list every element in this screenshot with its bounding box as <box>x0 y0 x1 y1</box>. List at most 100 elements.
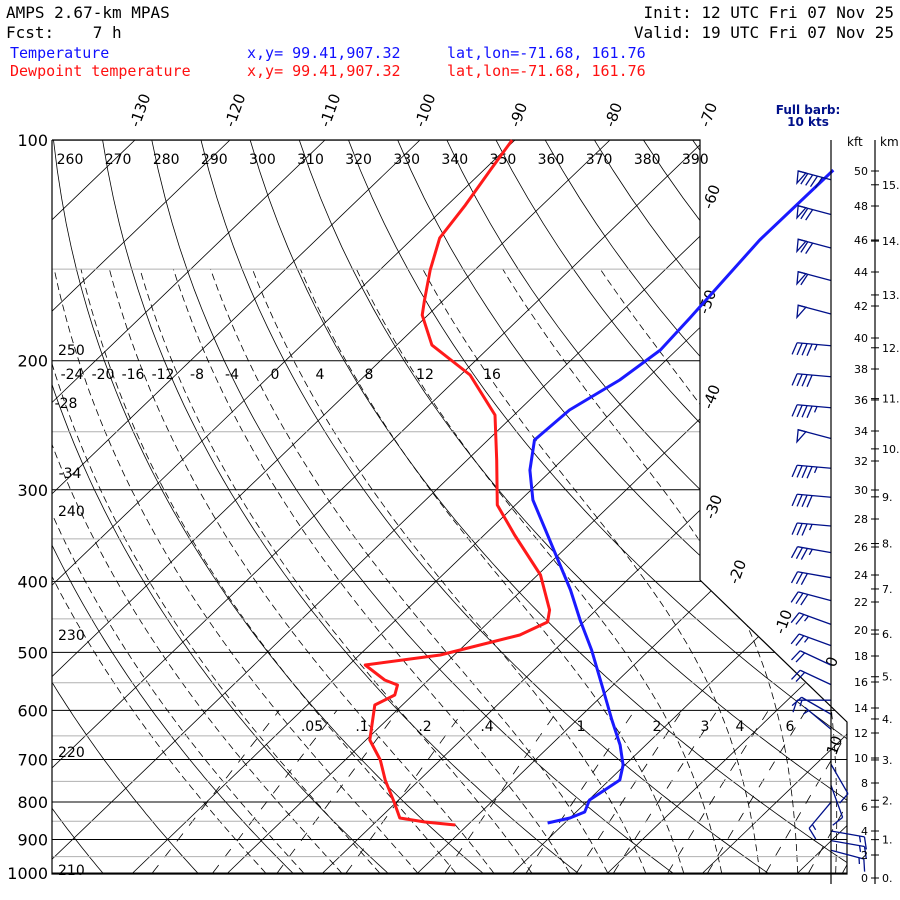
theta-label: 310 <box>297 152 324 168</box>
km-tick-label: 3. <box>882 754 893 767</box>
barb-shaft <box>830 830 865 838</box>
pressure-tick-label: 600 <box>17 701 48 720</box>
dewpoint-line <box>363 139 552 827</box>
theta-label: 380 <box>634 152 661 168</box>
isotherm-label: 10 <box>823 733 846 757</box>
theta-w-label: 12 <box>416 367 434 383</box>
barb-half-feather <box>808 524 813 531</box>
dry-adiabat-line <box>692 140 847 874</box>
barb-feather <box>791 404 798 417</box>
barb-feather <box>791 522 798 535</box>
km-tick-label: 11. <box>882 393 900 406</box>
barb-feather <box>796 465 803 478</box>
wind-barb <box>791 669 832 686</box>
barb-shaft <box>830 785 844 818</box>
mixing-ratio-label: 1 <box>577 719 586 735</box>
barb-feather <box>795 671 806 682</box>
barb-feather <box>806 405 813 418</box>
wind-barb <box>796 170 832 189</box>
barb-half-feather <box>858 835 862 843</box>
isotherm-line <box>226 140 847 874</box>
barb-shaft <box>799 669 832 686</box>
barb-shaft <box>797 522 832 527</box>
barb-shaft <box>797 571 832 579</box>
barb-half-feather <box>804 636 809 643</box>
pressure-tick-label: 500 <box>17 643 48 662</box>
pressure-tick-label: 200 <box>17 352 48 371</box>
temperature-line <box>528 169 835 825</box>
wind-barb <box>830 785 844 826</box>
theta-w-label: 16 <box>483 367 501 383</box>
barb-feather <box>809 175 819 188</box>
barb-half-feather <box>808 548 813 556</box>
moist-adiabat-line <box>422 268 761 874</box>
mixing-ratio-line <box>151 710 280 874</box>
kft-tick-label: 2 <box>861 849 868 862</box>
plot-frame <box>51 139 848 875</box>
theta-w-label: -8 <box>190 367 204 383</box>
moist-adiabat-line <box>52 269 342 874</box>
kft-tick-label: 8 <box>861 777 868 790</box>
barb-feather <box>805 209 814 221</box>
kft-tick-label: 6 <box>861 801 868 814</box>
theta-label: 260 <box>57 152 84 168</box>
kft-axis-title: kft <box>847 135 863 149</box>
wind-barb <box>791 404 832 418</box>
wind-barb <box>796 238 832 254</box>
km-tick-label: 7. <box>882 583 893 596</box>
kft-tick-label: 32 <box>854 455 868 468</box>
theta-w-label: -20 <box>92 367 115 383</box>
wind-barbs <box>790 170 867 872</box>
moist-adiabat-line <box>173 268 571 874</box>
dry-adiabat-line <box>200 140 769 874</box>
moist-adiabat-line <box>300 268 685 874</box>
km-tick-label: 10. <box>882 443 900 456</box>
barb-feather <box>800 594 809 606</box>
barb-feather <box>795 614 805 625</box>
barb-feather <box>806 495 813 508</box>
km-tick-label: 5. <box>882 671 893 684</box>
barb-feather <box>839 793 849 804</box>
height-axes: kft km02468101214161820222426283032343638… <box>830 135 900 885</box>
km-axis-title: km <box>880 135 899 149</box>
km-tick-label: 8. <box>882 538 893 551</box>
theta-label: 300 <box>249 152 276 168</box>
sounding-profiles <box>363 139 835 827</box>
barb-half-feather <box>799 699 803 707</box>
mixing-ratio-line <box>808 710 847 874</box>
forecast-hour: Fcst: 7 h <box>6 23 122 42</box>
legend-temperature: Temperature <box>10 44 110 62</box>
barb-legend-line2: 10 kts <box>787 115 829 129</box>
barb-feather <box>800 273 809 286</box>
wind-barb <box>791 464 832 479</box>
barb-feather <box>801 494 808 508</box>
barb-feather <box>796 494 803 507</box>
wind-barb <box>830 763 849 804</box>
wind-barb <box>790 571 832 585</box>
barb-flag <box>796 204 808 220</box>
isotherm-label: -80 <box>601 100 626 129</box>
dry-adiabat-line <box>741 140 847 874</box>
barb-feather <box>800 173 809 185</box>
dry-adiabat-line <box>397 140 847 874</box>
theta-label: 330 <box>393 152 420 168</box>
barb-feather <box>801 343 808 356</box>
theta-label: 290 <box>201 152 228 168</box>
isotherm-line <box>52 140 611 874</box>
barb-feather <box>790 612 800 624</box>
barb-feather <box>801 374 808 387</box>
moist-adiabat-line <box>52 269 266 874</box>
barb-shaft <box>830 763 849 795</box>
isotherm-line <box>52 140 516 874</box>
km-tick-label: 12. <box>882 342 900 355</box>
mixing-ratio-label: 6 <box>786 719 795 735</box>
barb-shaft <box>798 612 832 626</box>
barb-feather <box>832 816 844 826</box>
pressure-tick-label: 1000 <box>7 864 48 883</box>
isotherm-label: -20 <box>725 557 750 586</box>
isotherm-label: -120 <box>221 91 250 129</box>
barb-feather <box>790 546 799 559</box>
wind-barb <box>796 204 832 221</box>
barb-half-feather <box>813 406 818 413</box>
